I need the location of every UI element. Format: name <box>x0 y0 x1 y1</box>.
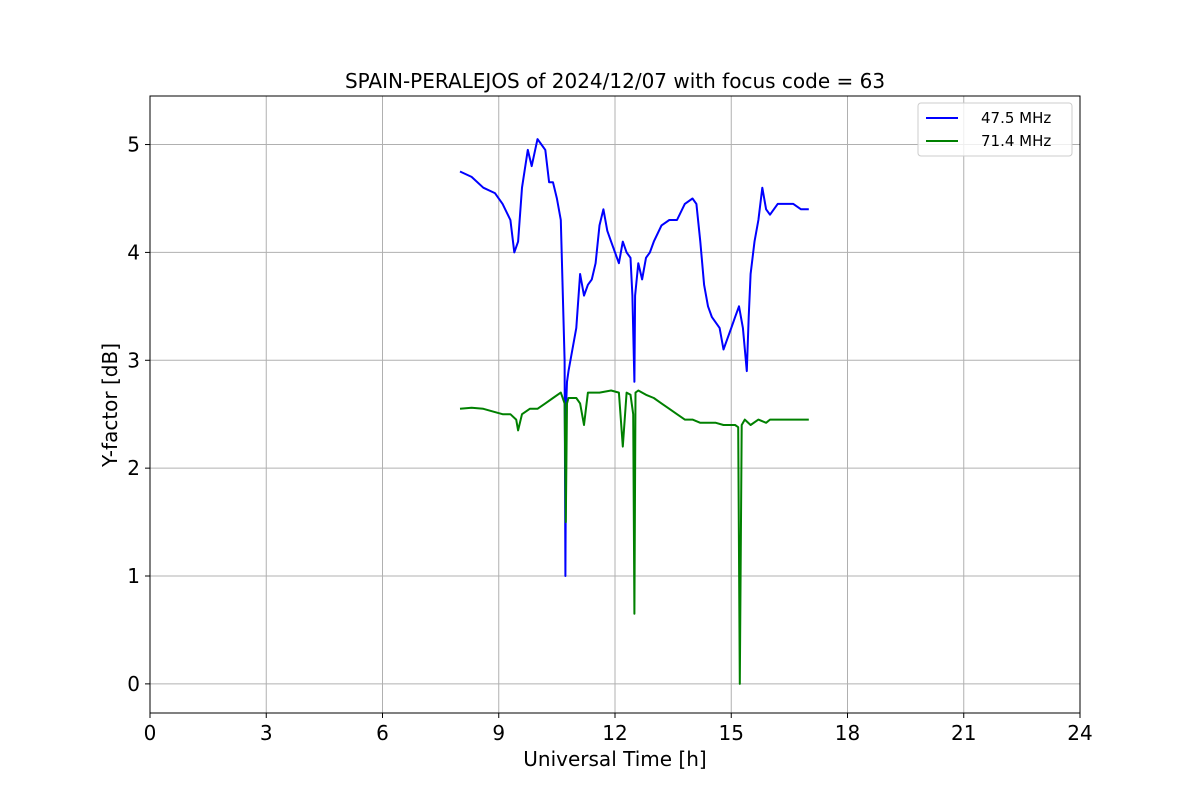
x-tick-label: 21 <box>951 721 976 745</box>
y-tick-label: 4 <box>127 240 140 264</box>
series-line-1 <box>459 389 809 685</box>
x-tick-label: 6 <box>376 721 389 745</box>
legend: 47.5 MHz 71.4 MHz <box>917 102 1073 157</box>
x-tick-label: 24 <box>1067 721 1092 745</box>
x-tick-label: 15 <box>719 721 744 745</box>
y-axis-label: Y-factor [dB] <box>98 343 122 468</box>
x-tick-label: 12 <box>602 721 627 745</box>
y-tick-label: 5 <box>127 133 140 157</box>
x-tick-label: 18 <box>835 721 860 745</box>
legend-box <box>917 102 1073 157</box>
x-tick-label: 3 <box>260 721 273 745</box>
y-tick-label: 0 <box>127 672 140 696</box>
y-tick-label: 1 <box>127 564 140 588</box>
legend-label-71-4: 71.4 MHz <box>981 132 1051 150</box>
legend-label-47-5: 47.5 MHz <box>981 109 1051 127</box>
chart-title: SPAIN-PERALEJOS of 2024/12/07 with focus… <box>345 69 885 93</box>
x-tick-label: 9 <box>492 721 505 745</box>
y-tick-label: 2 <box>127 456 140 480</box>
series-group <box>459 138 809 685</box>
x-axis-label: Universal Time [h] <box>523 747 706 771</box>
x-tick-label: 0 <box>144 721 157 745</box>
series-line-0 <box>459 138 809 577</box>
y-tick-label: 3 <box>127 348 140 372</box>
